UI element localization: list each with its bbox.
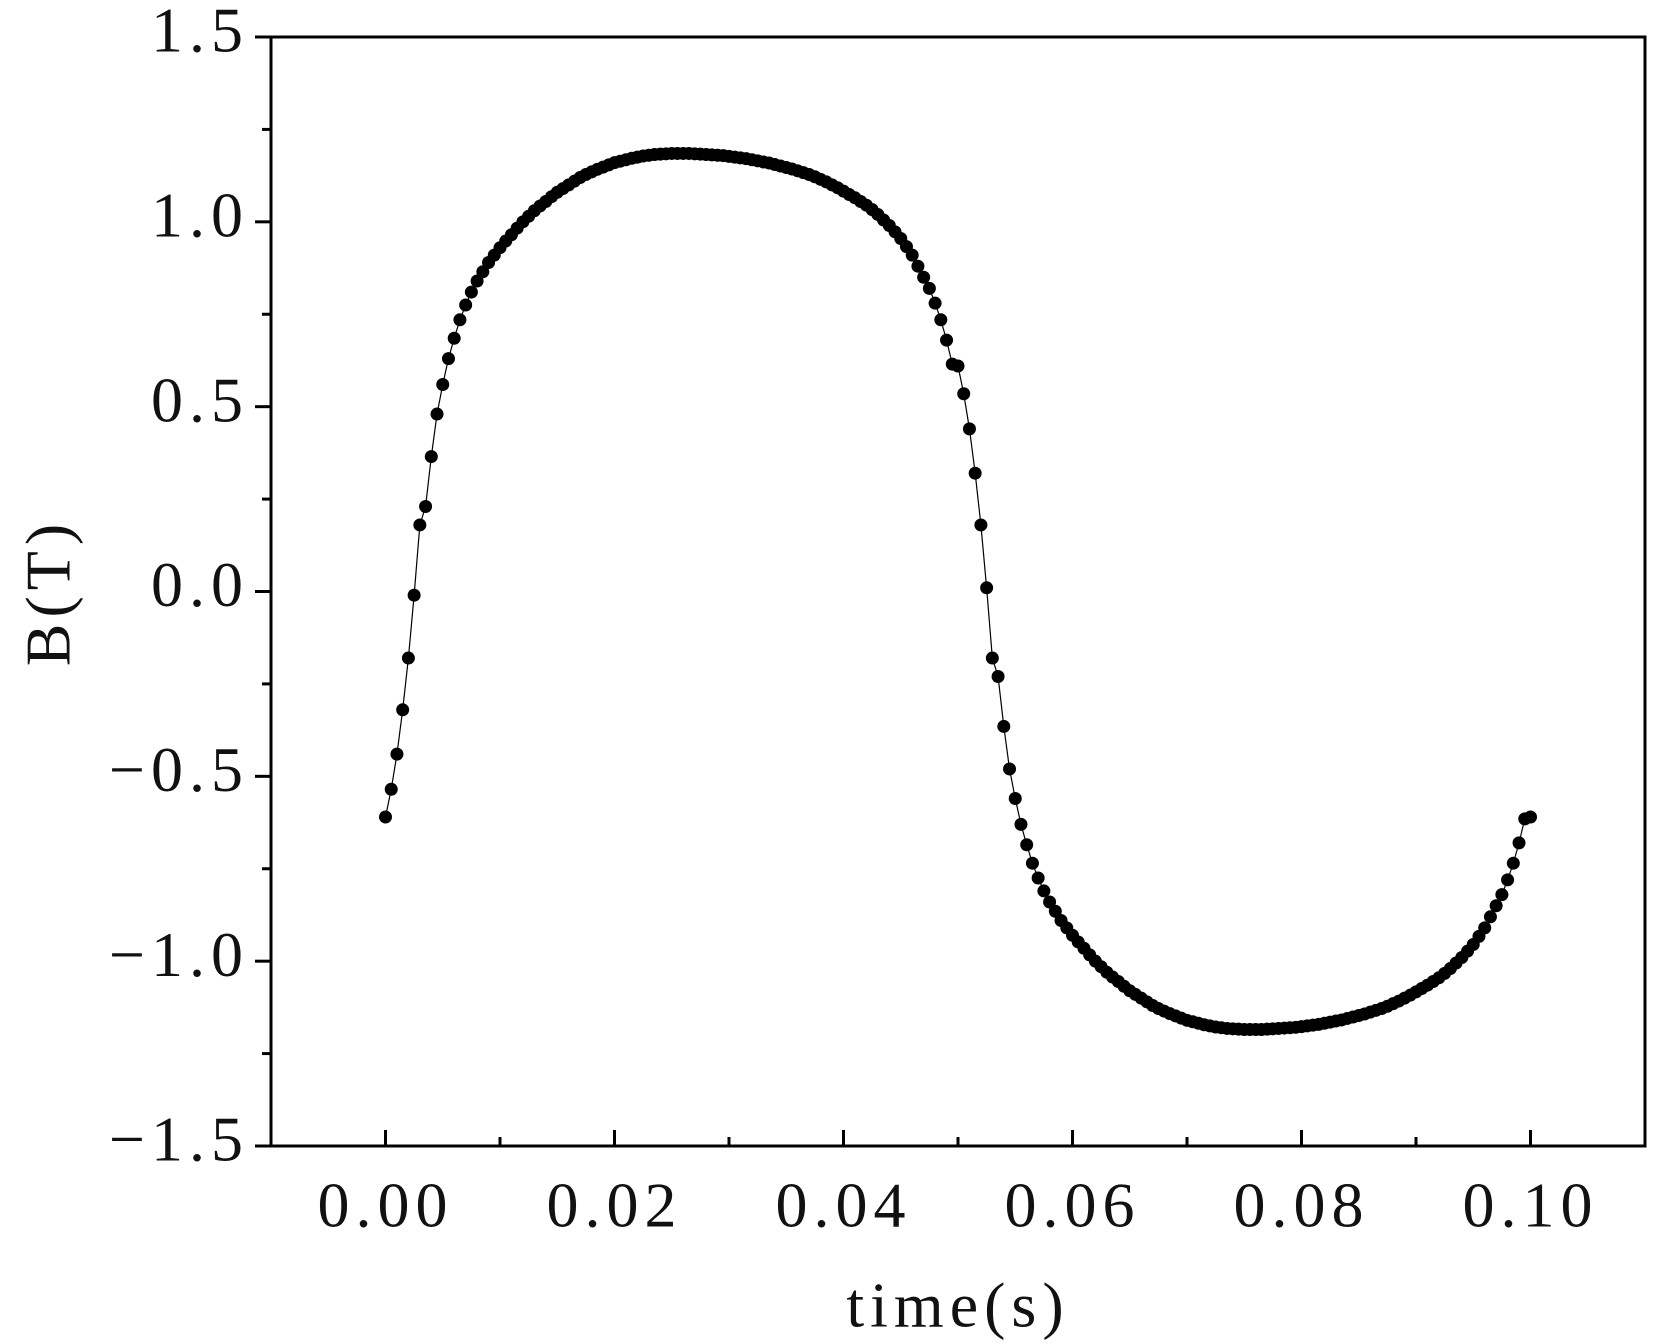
y-tick-label: 1.5 <box>151 0 249 66</box>
x-tick-label: 0.06 <box>1005 1170 1141 1241</box>
data-point <box>424 450 438 464</box>
data-point <box>968 466 982 480</box>
data-point <box>1025 856 1039 870</box>
x-tick-label: 0.02 <box>547 1170 683 1241</box>
data-point <box>384 782 398 796</box>
x-tick-label: 0.10 <box>1463 1170 1599 1241</box>
data-point <box>991 670 1005 684</box>
data-point <box>401 651 415 665</box>
data-point <box>957 387 971 401</box>
data-point <box>1524 810 1537 824</box>
x-axis-label: time(s) <box>846 1270 1069 1341</box>
data-point <box>379 810 392 824</box>
data-point <box>997 719 1011 733</box>
data-point <box>441 352 455 366</box>
data-point <box>1020 838 1034 852</box>
data-point <box>928 296 942 310</box>
data-point <box>934 313 948 327</box>
data-point <box>922 281 936 295</box>
data-point <box>917 270 931 284</box>
y-tick-label: 0.0 <box>151 549 249 620</box>
data-point <box>396 703 410 717</box>
data-point <box>980 581 994 595</box>
x-tick-label: 0.08 <box>1234 1170 1370 1241</box>
data-point <box>407 588 421 602</box>
data-point <box>419 499 433 513</box>
x-tick-label: 0.04 <box>776 1170 912 1241</box>
data-point <box>1003 762 1017 776</box>
x-tick-label: 0.00 <box>318 1170 454 1241</box>
data-point <box>940 333 954 347</box>
data-point <box>1506 856 1520 870</box>
data-point <box>1031 871 1045 885</box>
data-point <box>430 407 444 421</box>
data-point <box>1037 884 1051 898</box>
y-tick-label: −0.5 <box>109 734 249 805</box>
data-point <box>464 285 478 299</box>
data-point <box>1501 873 1515 887</box>
data-point <box>905 248 919 262</box>
data-point <box>1478 921 1492 935</box>
data-point <box>1489 899 1503 913</box>
data-point <box>911 259 925 273</box>
data-point <box>962 422 976 436</box>
data-point <box>985 651 999 665</box>
data-point <box>1008 792 1022 806</box>
data-point <box>459 298 473 312</box>
y-tick-label: −1.0 <box>109 919 249 990</box>
y-tick-label: 0.5 <box>151 364 249 435</box>
data-point <box>974 518 988 532</box>
data-point <box>436 377 450 391</box>
y-axis-label: B(T) <box>13 518 84 666</box>
data-point <box>1483 910 1497 924</box>
data-point <box>1495 888 1509 902</box>
data-point <box>447 331 461 345</box>
data-point <box>1014 817 1028 831</box>
y-tick-label: −1.5 <box>109 1104 249 1175</box>
data-point <box>1512 836 1526 850</box>
y-tick-label: 1.0 <box>151 180 249 251</box>
data-line <box>384 152 1531 1031</box>
data-point <box>413 518 427 532</box>
data-point <box>951 359 965 373</box>
data-point <box>453 313 467 327</box>
data-point <box>390 747 404 761</box>
